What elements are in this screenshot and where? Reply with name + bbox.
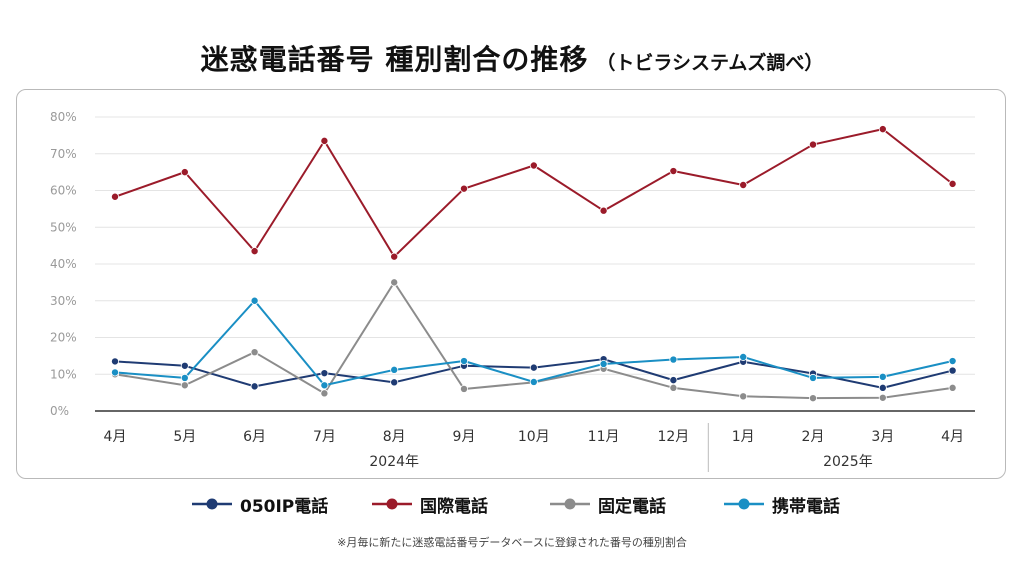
x-tick-label: 9月 [453,429,476,445]
legend-marker [738,498,750,510]
legend-item: 国際電話 [370,491,488,517]
legend-marker [564,498,576,510]
legend-swatch [724,498,764,510]
legend-label: 国際電話 [420,496,488,517]
legend-item: 携帯電話 [722,491,840,517]
data-point [180,361,189,370]
y-tick-label: 40% [50,257,77,271]
y-tick-label: 20% [50,331,77,345]
x-tick-label: 7月 [313,429,336,445]
data-point [250,382,259,391]
data-point [948,179,957,188]
data-point [390,365,399,374]
chart-frame [16,89,1006,479]
data-point [180,381,189,390]
chart-legend: 050IP電話 国際電話 固定電話 携帯電話 [0,491,1024,517]
x-tick-label: 1月 [732,429,755,445]
year-label: 2025年 [823,454,873,470]
data-point [669,376,678,385]
legend-label: 050IP電話 [240,496,329,517]
x-tick-label: 5月 [173,429,196,445]
data-point [111,368,120,377]
series-line [114,299,953,387]
series-group [111,296,957,390]
y-tick-label: 60% [50,184,77,198]
x-tick-label: 4月 [104,429,127,445]
legend-marker [206,498,218,510]
x-tick-label: 3月 [871,429,894,445]
data-point [809,373,818,382]
data-point [599,206,608,215]
legend-label: 固定電話 [598,496,666,517]
chart-title-block: 迷惑電話番号 種別割合の推移 （トビラシステムズ調べ） [0,38,1024,78]
x-tick-label: 4月 [941,429,964,445]
data-point [390,252,399,261]
data-point [669,383,678,392]
data-point [878,393,887,402]
data-point [739,352,748,361]
y-tick-label: 10% [50,367,77,381]
data-point [948,357,957,366]
legend-swatch [372,498,412,510]
data-point [459,184,468,193]
data-point [809,394,818,403]
data-point [948,383,957,392]
legend-label: 携帯電話 [772,496,840,517]
chart-subtitle: （トビラシステムズ調べ） [596,52,824,74]
data-point [948,366,957,375]
series-line [114,128,954,258]
x-tick-label: 6月 [243,429,266,445]
legend-swatch [550,498,590,510]
data-point [878,372,887,381]
x-tick-label: 10月 [518,429,550,445]
legend-swatch [192,498,232,510]
data-point [739,180,748,189]
x-tick-label: 2月 [802,429,825,445]
data-point [599,359,608,368]
x-tick-label: 12月 [657,429,689,445]
data-point [111,357,120,366]
y-tick-label: 0% [50,404,69,418]
data-point [180,373,189,382]
data-point [320,369,329,378]
x-tick-label: 8月 [383,429,406,445]
footnote: ※月毎に新たに迷惑電話番号データベースに登録された番号の種別割合 [337,536,687,549]
data-point [390,378,399,387]
data-point [180,168,189,177]
data-point [250,296,259,305]
data-point [250,348,259,357]
data-point [390,278,399,287]
data-point [111,192,120,201]
y-tick-label: 30% [50,294,77,308]
year-label: 2024年 [369,454,419,470]
legend-marker [386,498,398,510]
legend-item: 固定電話 [548,491,666,517]
data-point [529,377,538,386]
data-point [459,357,468,366]
line-chart: 0% 10% 20% 30% 40% 50% 60% 70% 80% 4月 5月 6月 7月 8月 9月 10… [50,110,975,472]
series-group [111,125,957,261]
y-tick-label: 50% [50,220,77,234]
data-point [320,381,329,390]
chart-title: 迷惑電話番号 種別割合の推移 [200,43,589,76]
data-point [878,125,887,134]
y-tick-label: 80% [50,110,77,124]
data-point [320,389,329,398]
data-point [669,355,678,364]
data-point [529,363,538,372]
data-point [669,167,678,176]
data-point [878,383,887,392]
data-point [529,161,538,170]
data-point [320,136,329,145]
data-point [250,247,259,256]
data-point [809,140,818,149]
data-point [739,392,748,401]
y-tick-label: 70% [50,147,77,161]
x-tick-label: 11月 [588,429,620,445]
data-point [459,384,468,393]
legend-item: 050IP電話 [190,491,328,517]
